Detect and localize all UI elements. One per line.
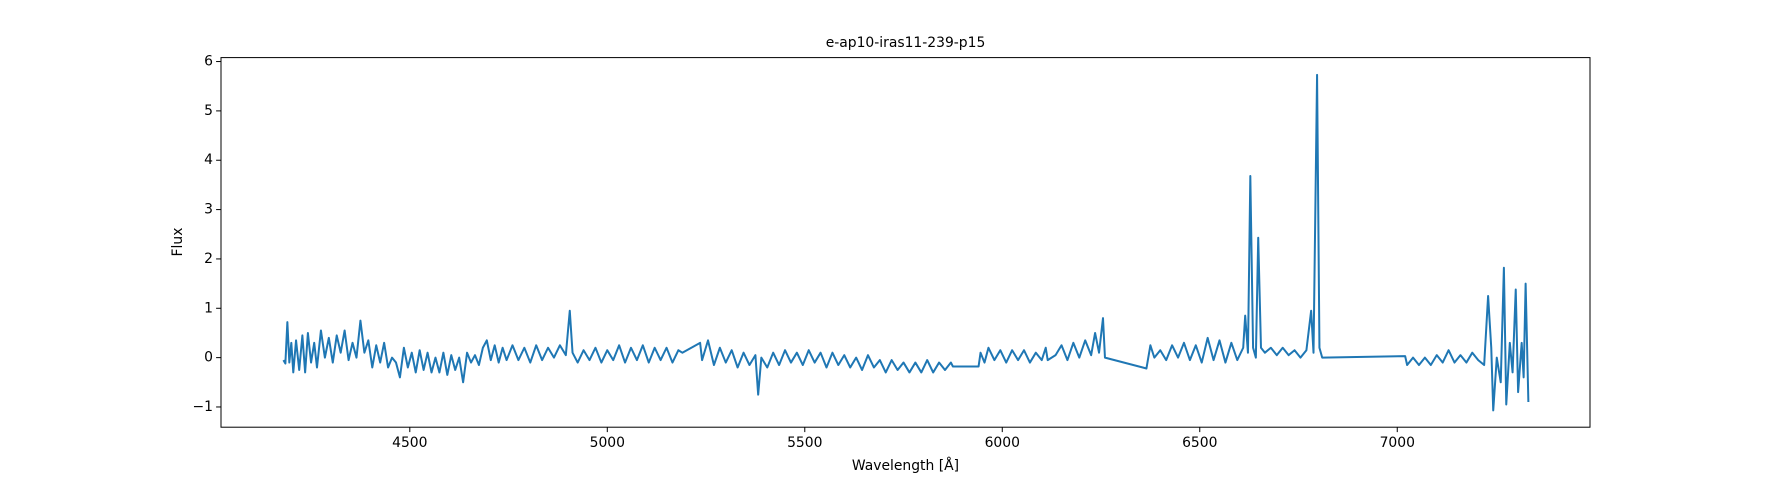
plot-frame	[220, 57, 1591, 428]
y-tick-label: 2	[204, 251, 213, 267]
spectrum-line	[282, 73, 1530, 412]
chart-title: e-ap10-iras11-239-p15	[826, 35, 986, 51]
y-tick-label: 6	[204, 54, 213, 70]
y-tick-label: 5	[204, 103, 213, 119]
x-tick-label: 7000	[1380, 435, 1415, 451]
x-tick-label: 6000	[985, 435, 1020, 451]
x-tick-label: 4500	[392, 435, 427, 451]
x-tick-label: 5500	[787, 435, 822, 451]
y-tick-label: −1	[193, 399, 213, 415]
x-tick-label: 6500	[1182, 435, 1217, 451]
y-tick-label: 1	[204, 300, 213, 316]
y-tick-label: 0	[204, 350, 213, 366]
x-tick-label: 5000	[590, 435, 625, 451]
y-tick-label: 3	[204, 202, 213, 218]
y-tick-label: 4	[204, 152, 213, 168]
x-axis-label: Wavelength [Å]	[852, 457, 959, 474]
y-axis-label: Flux	[170, 228, 186, 257]
